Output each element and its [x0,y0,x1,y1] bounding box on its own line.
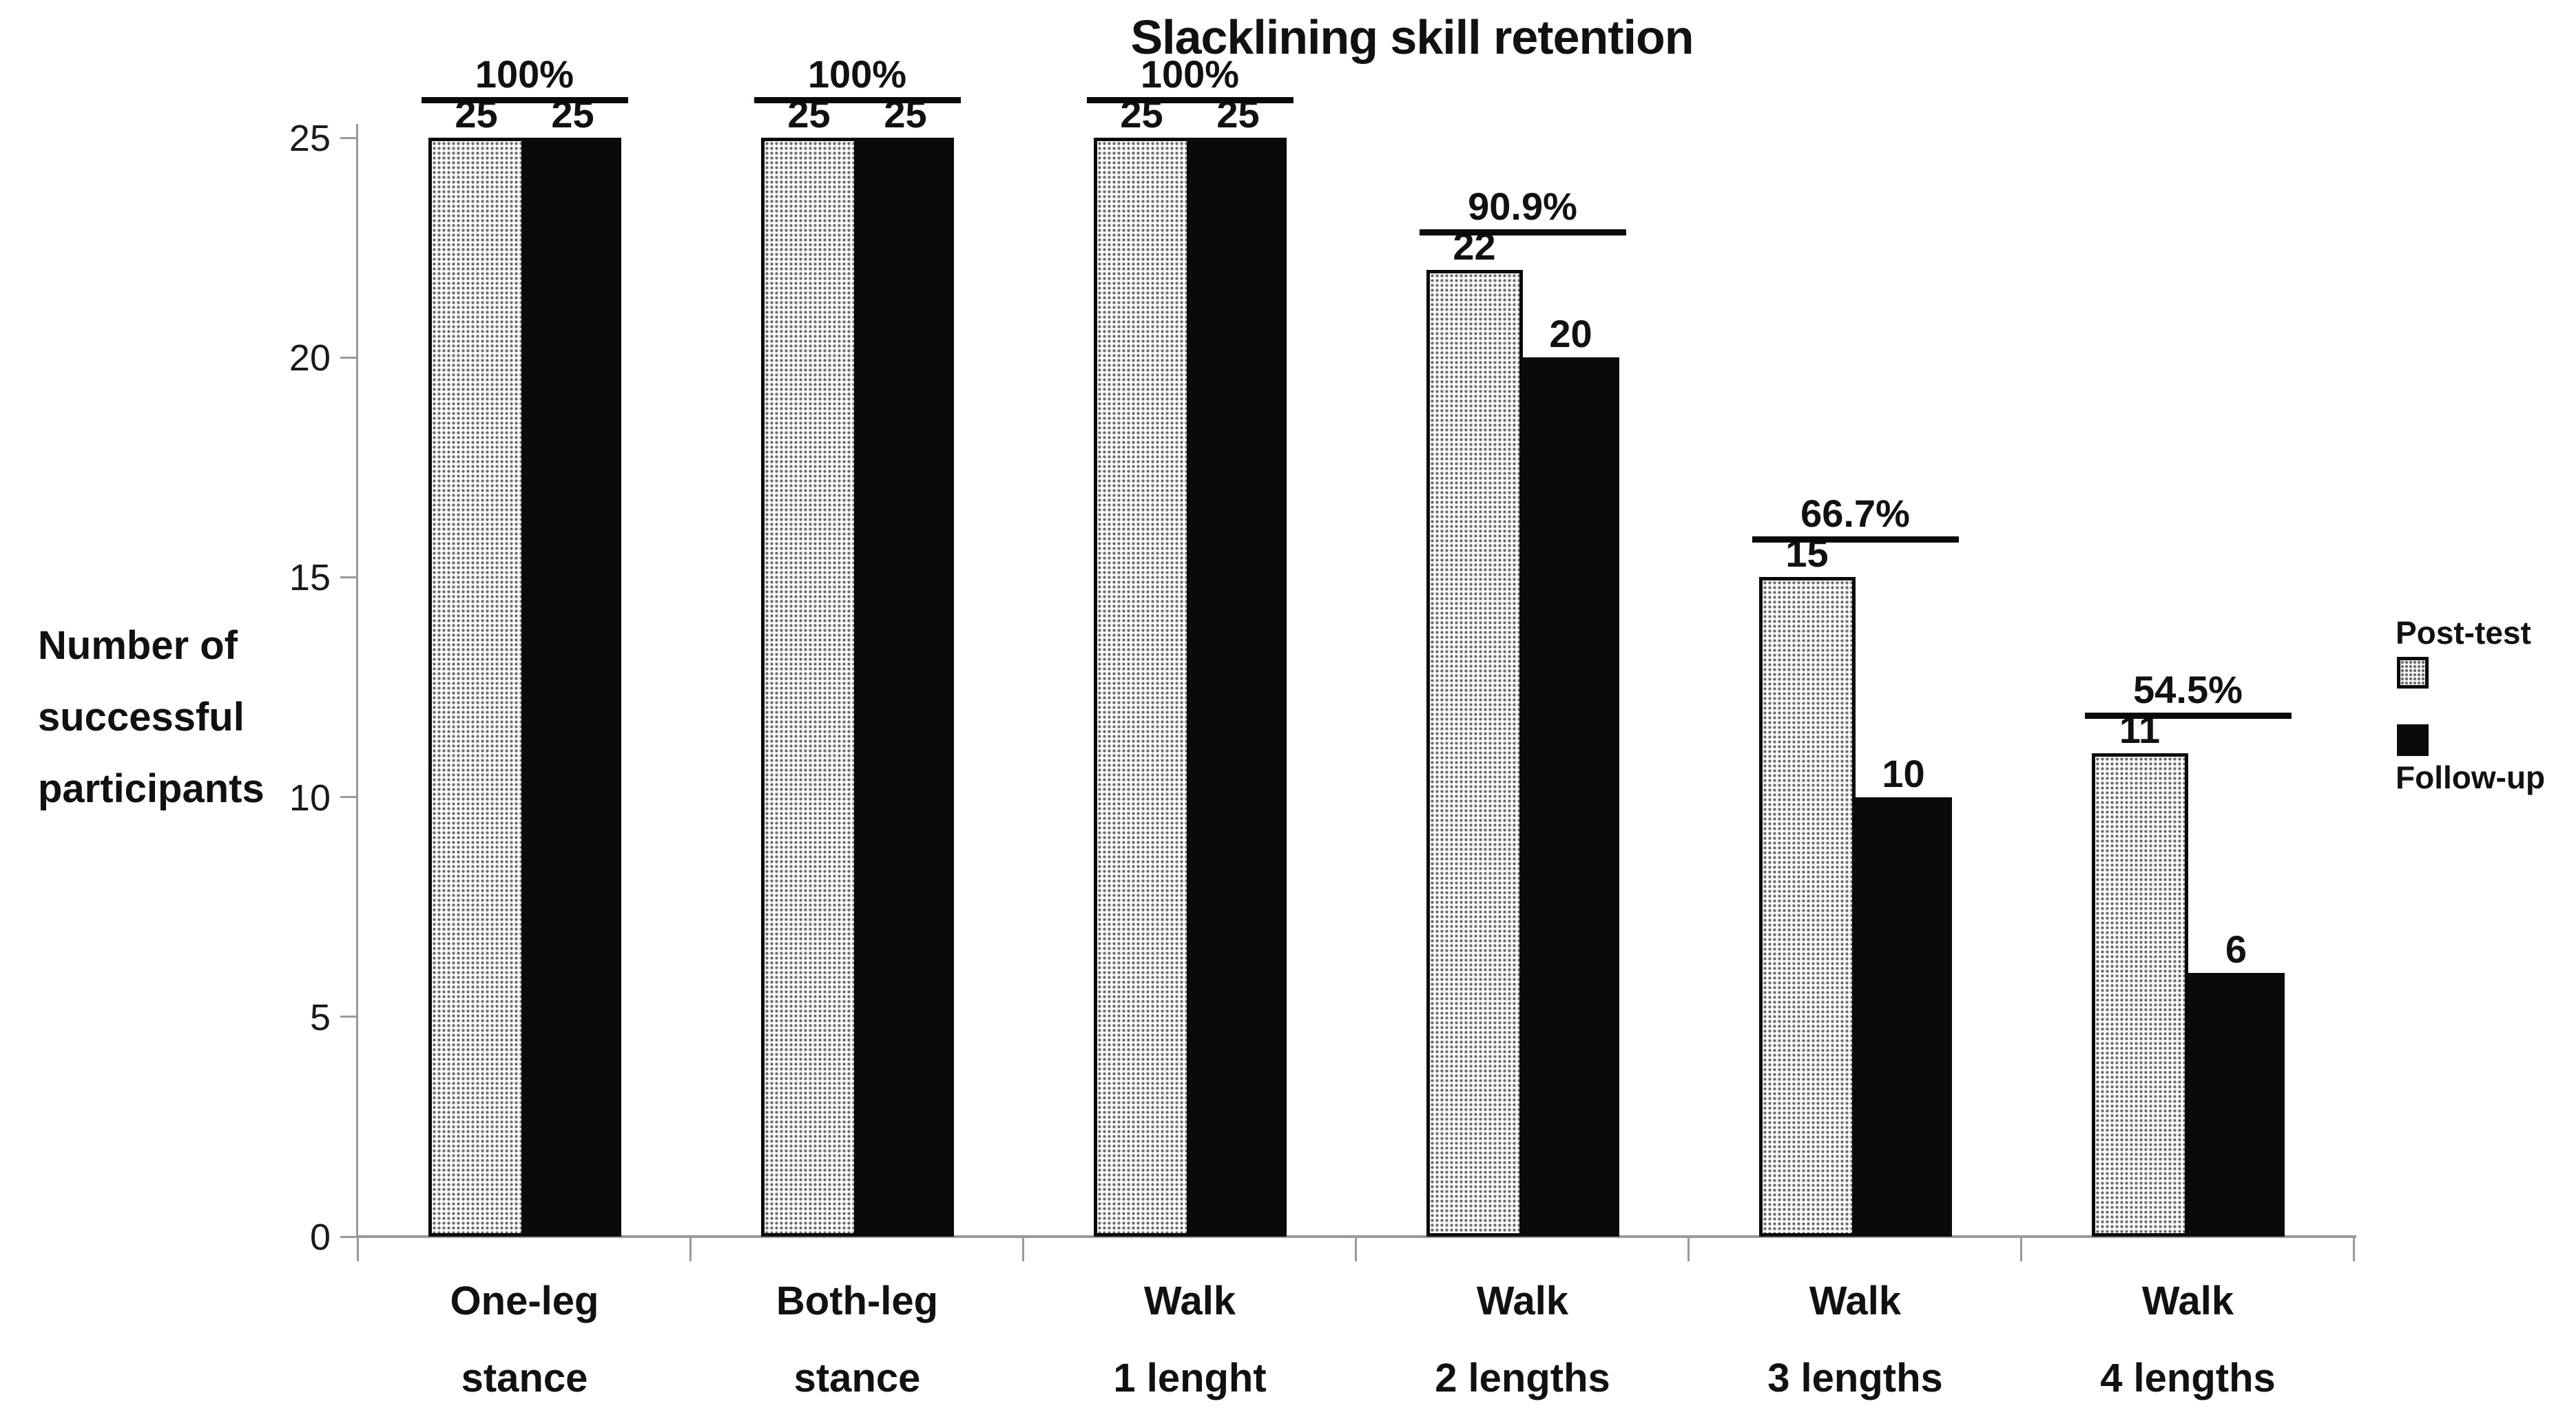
bar-post-test-walk-1-lenght [1093,138,1190,1237]
x-axis-tick-6 [2353,1238,2355,1261]
retention-label-both-leg-stance: 100% [807,52,907,96]
y-axis-tick-label-15: 15 [289,557,331,599]
x-axis-label-walk-2-lengths: Walk 2 lengths [1356,1263,1689,1417]
y-axis-title: Number of successful participants [38,610,264,825]
bar-post-test-walk-2-lengths [1426,269,1523,1237]
bar-post-test-walk-4-lengths [2091,753,2188,1237]
bar-follow-up-walk-4-lengths [2188,972,2285,1237]
x-axis-tick-1 [689,1238,692,1261]
y-axis-tick-0 [340,1235,357,1238]
bar-follow-up-walk-2-lengths [1522,357,1619,1237]
retention-label-walk-1-lenght: 100% [1140,52,1240,96]
bar-follow-up-walk-3-lengths [1855,797,1952,1237]
bar-follow-up-one-leg-stance [524,138,621,1237]
x-axis-label-walk-3-lengths: Walk 3 lengths [1689,1263,2022,1417]
x-axis-label-line2-one-leg-stance: stance [461,1356,588,1400]
x-axis-label-both-leg-stance: Both-leg stance [691,1263,1024,1417]
x-axis-line [356,1235,2356,1238]
y-axis-tick-20 [340,356,357,359]
y-axis-title-line3: participants [38,766,264,811]
y-axis-tick-label-20: 20 [289,337,331,379]
value-label-follow-up-walk-4-lengths: 6 [2225,927,2247,971]
x-axis-tick-4 [1687,1238,1690,1261]
retention-label-walk-3-lengths: 66.7% [1800,492,1910,536]
legend-follow-up-swatch [2397,724,2429,756]
x-axis-tick-3 [1355,1238,1357,1261]
retention-label-walk-2-lengths: 90.9% [1468,184,1577,228]
chart-title: Slacklining skill retention [1130,10,1694,64]
x-axis-label-line1-both-leg-stance: Both-leg [776,1279,939,1323]
legend-follow-up-label: Follow-up [2396,759,2546,795]
bar-post-test-walk-3-lengths [1758,577,1856,1237]
y-axis-tick-label-5: 5 [309,996,331,1038]
x-axis-label-line2-walk-2-lengths: 2 lengths [1435,1356,1610,1400]
x-axis-tick-2 [1022,1238,1024,1261]
x-axis-label-line1-walk-2-lengths: Walk [1476,1279,1569,1323]
retention-line-one-leg-stance [421,97,628,103]
bar-follow-up-walk-1-lenght [1190,138,1287,1237]
x-axis-label-line1-one-leg-stance: One-leg [450,1279,599,1323]
retention-line-walk-1-lenght [1086,97,1294,103]
value-label-follow-up-walk-3-lengths: 10 [1882,751,1925,795]
y-axis-tick-label-0: 0 [309,1217,331,1258]
bar-post-test-one-leg-stance [428,138,525,1237]
bar-follow-up-both-leg-stance [857,138,954,1237]
x-axis-label-line2-walk-4-lengths: 4 lengths [2100,1356,2276,1400]
legend-post-test-label: Post-test [2396,615,2531,651]
y-axis-tick-15 [340,576,357,578]
y-axis-title-line1: Number of [38,623,238,668]
retention-line-walk-3-lengths [1752,536,1959,543]
retention-label-walk-4-lengths: 54.5% [2133,667,2243,711]
x-axis-label-one-leg-stance: One-leg stance [358,1263,691,1417]
retention-label-one-leg-stance: 100% [475,52,574,96]
x-axis-label-line2-both-leg-stance: stance [793,1356,921,1400]
x-axis-tick-0 [357,1238,359,1261]
x-axis-tick-5 [2020,1238,2022,1261]
y-axis-tick-10 [340,796,357,799]
x-axis-label-line2-walk-1-lenght: 1 lenght [1113,1356,1267,1400]
y-axis-title-line2: successful [38,695,245,739]
x-axis-label-line1-walk-3-lengths: Walk [1809,1279,1902,1323]
legend: Post-test Follow-up [2390,611,2576,811]
y-axis-tick-label-25: 25 [289,118,331,159]
x-axis-label-line1-walk-4-lengths: Walk [2141,1279,2234,1323]
legend-post-test-swatch [2397,657,2429,689]
plot-area: 25 25 100% 25 25 100% 25 25 100% 22 20 90.9% 15 10 66.… [358,55,2354,1237]
value-label-follow-up-walk-2-lengths: 20 [1549,312,1592,356]
slacklining-chart-figure: Slacklining skill retention Number of su… [38,10,2576,1400]
x-axis-label-line1-walk-1-lenght: Walk [1143,1279,1236,1323]
y-axis-tick-5 [340,1016,357,1018]
retention-line-both-leg-stance [754,97,961,103]
x-axis-label-walk-4-lengths: Walk 4 lengths [2022,1263,2354,1417]
bar-post-test-both-leg-stance [760,138,858,1237]
x-axis-label-line2-walk-3-lengths: 3 lengths [1767,1356,1943,1400]
x-axis-label-walk-1-lenght: Walk 1 lenght [1024,1263,1356,1417]
retention-line-walk-4-lengths [2084,712,2292,719]
y-axis-line [356,124,358,1238]
retention-line-walk-2-lengths [1419,229,1626,235]
y-axis-tick-25 [340,136,357,139]
